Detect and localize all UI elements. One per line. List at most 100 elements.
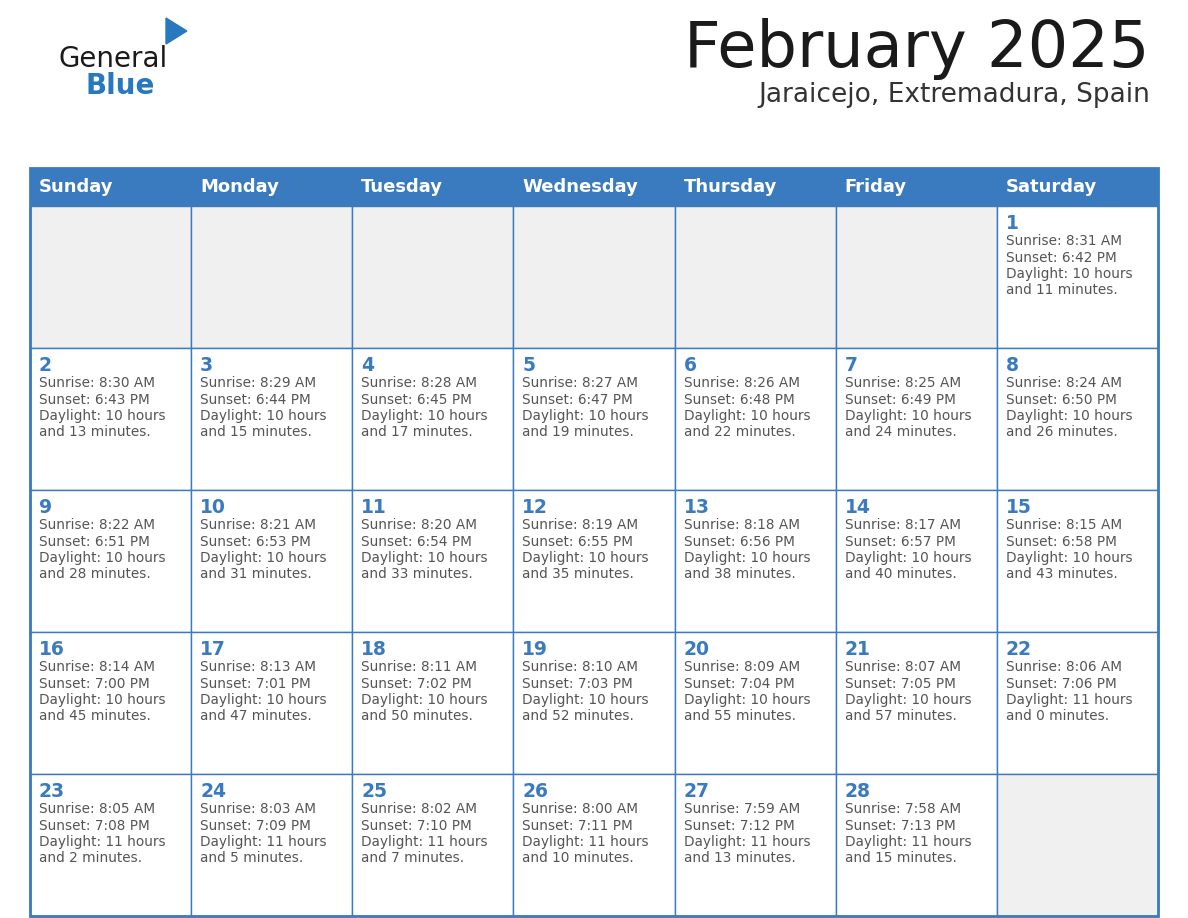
Text: Sunrise: 8:10 AM: Sunrise: 8:10 AM [523,660,638,674]
Text: Sunrise: 8:14 AM: Sunrise: 8:14 AM [39,660,154,674]
Bar [191,632,353,774]
Text: Daylight: 10 hours: Daylight: 10 hours [683,409,810,423]
Text: 23: 23 [39,782,65,801]
Text: 16: 16 [39,640,65,659]
Bar [30,168,1158,916]
Text: Daylight: 10 hours: Daylight: 10 hours [845,409,972,423]
Bar [835,490,997,632]
Text: Thursday: Thursday [683,178,777,196]
Text: Sunrise: 7:58 AM: Sunrise: 7:58 AM [845,802,961,816]
Text: 8: 8 [1006,356,1019,375]
Text: Sunrise: 8:13 AM: Sunrise: 8:13 AM [200,660,316,674]
Text: Sunset: 7:08 PM: Sunset: 7:08 PM [39,819,150,833]
Text: Daylight: 10 hours: Daylight: 10 hours [200,551,327,565]
Text: Jaraicejo, Extremadura, Spain: Jaraicejo, Extremadura, Spain [758,82,1150,108]
Text: Daylight: 11 hours: Daylight: 11 hours [1006,693,1132,707]
Text: Sunrise: 7:59 AM: Sunrise: 7:59 AM [683,802,800,816]
Text: February 2025: February 2025 [684,18,1150,80]
Text: and 55 minutes.: and 55 minutes. [683,710,796,723]
Text: Sunset: 6:43 PM: Sunset: 6:43 PM [39,393,150,407]
Text: 7: 7 [845,356,858,375]
Text: Sunset: 6:53 PM: Sunset: 6:53 PM [200,534,311,548]
Text: Daylight: 10 hours: Daylight: 10 hours [39,551,165,565]
Text: 28: 28 [845,782,871,801]
Text: 12: 12 [523,498,549,517]
Text: Blue: Blue [86,72,156,100]
Text: Tuesday: Tuesday [361,178,443,196]
Bar [513,774,675,916]
Text: Sunrise: 8:19 AM: Sunrise: 8:19 AM [523,518,639,532]
Text: Sunset: 6:58 PM: Sunset: 6:58 PM [1006,534,1117,548]
Text: Monday: Monday [200,178,279,196]
Text: and 15 minutes.: and 15 minutes. [200,426,312,440]
Text: and 57 minutes.: and 57 minutes. [845,710,956,723]
Text: 4: 4 [361,356,374,375]
Bar [353,632,513,774]
Text: Sunrise: 8:24 AM: Sunrise: 8:24 AM [1006,376,1121,390]
Text: Sunrise: 8:25 AM: Sunrise: 8:25 AM [845,376,961,390]
Bar [30,206,191,348]
Text: Sunrise: 8:06 AM: Sunrise: 8:06 AM [1006,660,1121,674]
Bar [513,490,675,632]
Bar [191,348,353,490]
Bar [997,774,1158,916]
Text: Sunrise: 8:11 AM: Sunrise: 8:11 AM [361,660,478,674]
Text: 11: 11 [361,498,387,517]
Text: Sunrise: 8:26 AM: Sunrise: 8:26 AM [683,376,800,390]
Text: Daylight: 10 hours: Daylight: 10 hours [523,409,649,423]
Text: and 43 minutes.: and 43 minutes. [1006,567,1118,581]
Text: 25: 25 [361,782,387,801]
Text: Sunrise: 8:28 AM: Sunrise: 8:28 AM [361,376,478,390]
Text: 26: 26 [523,782,549,801]
Text: 14: 14 [845,498,871,517]
Bar [353,168,513,206]
Text: Sunrise: 8:02 AM: Sunrise: 8:02 AM [361,802,478,816]
Bar [675,348,835,490]
Text: Sunrise: 8:21 AM: Sunrise: 8:21 AM [200,518,316,532]
Bar [30,774,191,916]
Text: and 26 minutes.: and 26 minutes. [1006,426,1118,440]
Bar [30,632,191,774]
Text: and 7 minutes.: and 7 minutes. [361,852,465,866]
Text: Sunset: 6:50 PM: Sunset: 6:50 PM [1006,393,1117,407]
Text: Daylight: 10 hours: Daylight: 10 hours [200,693,327,707]
Bar [835,206,997,348]
Text: Sunrise: 8:00 AM: Sunrise: 8:00 AM [523,802,638,816]
Text: Sunset: 6:55 PM: Sunset: 6:55 PM [523,534,633,548]
Text: Sunrise: 8:20 AM: Sunrise: 8:20 AM [361,518,478,532]
Bar [835,168,997,206]
Text: Daylight: 10 hours: Daylight: 10 hours [200,409,327,423]
Bar [353,348,513,490]
Text: Daylight: 11 hours: Daylight: 11 hours [361,835,488,849]
Text: Sunday: Sunday [39,178,114,196]
Bar [191,490,353,632]
Text: Daylight: 11 hours: Daylight: 11 hours [200,835,327,849]
Bar [513,632,675,774]
Text: Daylight: 10 hours: Daylight: 10 hours [1006,409,1132,423]
Text: Daylight: 11 hours: Daylight: 11 hours [523,835,649,849]
Text: Sunset: 7:06 PM: Sunset: 7:06 PM [1006,677,1117,690]
Text: and 40 minutes.: and 40 minutes. [845,567,956,581]
Text: Daylight: 10 hours: Daylight: 10 hours [1006,551,1132,565]
Bar [675,490,835,632]
Text: General: General [58,45,168,73]
Text: Daylight: 10 hours: Daylight: 10 hours [361,409,488,423]
Text: 1: 1 [1006,214,1019,233]
Text: Sunset: 7:05 PM: Sunset: 7:05 PM [845,677,955,690]
Text: Sunrise: 8:31 AM: Sunrise: 8:31 AM [1006,234,1121,248]
Bar [997,348,1158,490]
Text: Wednesday: Wednesday [523,178,638,196]
Text: 13: 13 [683,498,709,517]
Text: and 15 minutes.: and 15 minutes. [845,852,956,866]
Text: 10: 10 [200,498,226,517]
Text: Sunrise: 8:15 AM: Sunrise: 8:15 AM [1006,518,1121,532]
Bar [835,348,997,490]
Bar [513,168,675,206]
Text: Sunset: 6:56 PM: Sunset: 6:56 PM [683,534,795,548]
Bar [30,490,191,632]
Text: 9: 9 [39,498,52,517]
Text: and 2 minutes.: and 2 minutes. [39,852,143,866]
Bar [191,206,353,348]
Text: 3: 3 [200,356,214,375]
Text: Daylight: 11 hours: Daylight: 11 hours [845,835,972,849]
